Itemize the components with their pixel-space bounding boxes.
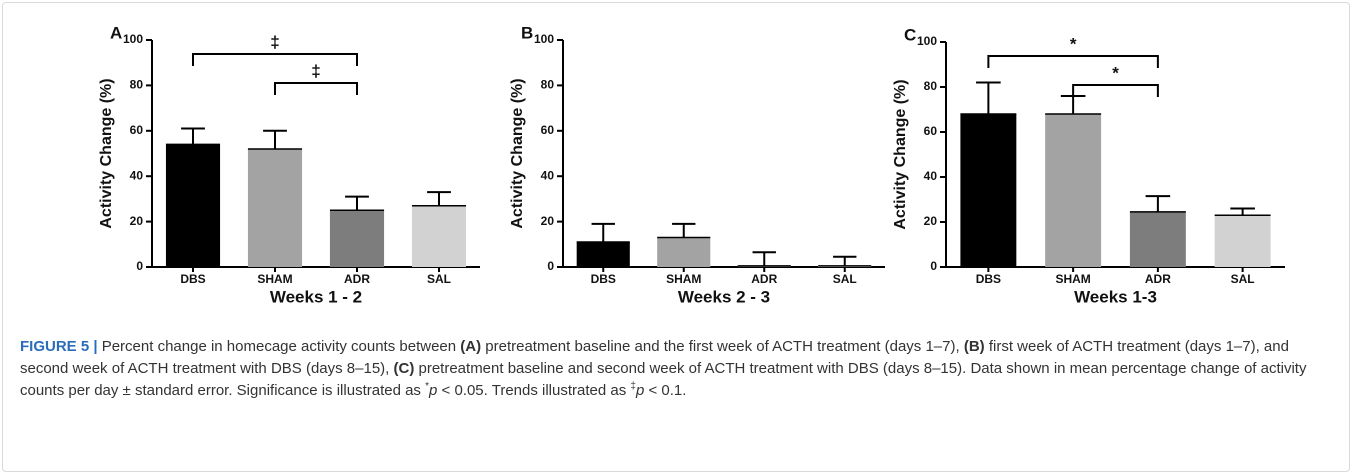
y-tick-label: 100 — [917, 34, 937, 48]
caption-text: first week of ACTH treatment (days 1–7),… — [20, 338, 1289, 377]
x-tick-label: ADR — [751, 272, 777, 286]
significance-bracket — [1072, 84, 1159, 97]
y-tick-label: 80 — [924, 79, 938, 93]
y-tick-label: 60 — [130, 123, 144, 137]
caption-italic: p — [635, 382, 645, 399]
significance-bracket — [192, 53, 358, 66]
x-tick-label: DBS — [180, 272, 205, 286]
x-axis-label: Weeks 1 - 2 — [270, 287, 362, 306]
x-tick-label: SAL — [833, 272, 857, 286]
y-axis-label: Activity Change (%) — [98, 78, 115, 228]
x-axis-label: Weeks 1-3 — [1074, 287, 1157, 306]
y-tick-label: 20 — [130, 214, 144, 228]
panel-label: C — [904, 25, 916, 44]
bar — [329, 210, 385, 267]
y-tick-label: 100 — [123, 32, 143, 46]
x-tick-label: ADR — [344, 272, 370, 286]
caption-italic: p — [429, 382, 438, 399]
y-tick-label: 80 — [130, 78, 144, 92]
y-tick-label: 80 — [541, 78, 555, 92]
y-tick-label: 60 — [924, 124, 938, 138]
significance-label: * — [1070, 34, 1077, 53]
bar — [411, 205, 467, 267]
y-tick-label: 60 — [541, 123, 555, 137]
chart-panel: C 0 20 40 60 80 100 Activity Change (%) Weeks 1-… — [892, 25, 1285, 306]
caption-panel-ref: (B) — [963, 338, 985, 355]
panel-label: B — [521, 23, 533, 42]
chart-panel: A 0 20 40 60 80 100 Activity Change (%) Weeks 1 … — [98, 23, 480, 306]
caption-panel-ref: (C) — [393, 360, 415, 377]
significance-label: ‡ — [311, 61, 320, 80]
y-tick-label: 40 — [130, 168, 144, 182]
significance-label: * — [1112, 63, 1119, 82]
caption-label: FIGURE 5 | — [20, 338, 98, 355]
x-tick-label: ADR — [1145, 272, 1171, 286]
significance-bracket — [274, 82, 358, 95]
bar — [960, 114, 1017, 267]
caption-text: < 0.05. Trends illustrated as — [437, 382, 631, 399]
chart-panel: B 0 20 40 60 80 100 Activity Change (%) Weeks 2 … — [509, 23, 885, 306]
y-tick-label: 0 — [930, 259, 937, 273]
y-tick-label: 40 — [541, 168, 555, 182]
x-tick-label: SHAM — [257, 272, 292, 286]
y-tick-label: 20 — [541, 214, 555, 228]
y-tick-label: 40 — [924, 169, 938, 183]
bar — [657, 237, 711, 267]
x-tick-label: DBS — [591, 272, 616, 286]
x-tick-label: SAL — [427, 272, 451, 286]
caption-text: pretreatment baseline and the first week… — [481, 338, 964, 355]
y-axis-label: Activity Change (%) — [509, 78, 526, 228]
x-axis-label: Weeks 2 - 3 — [678, 287, 770, 306]
caption-symbol: ‡ — [630, 381, 636, 392]
caption-panel-ref: (A) — [460, 338, 482, 355]
bar — [1045, 114, 1102, 267]
y-axis-label: Activity Change (%) — [892, 79, 909, 229]
caption-symbol: * — [425, 381, 430, 392]
y-tick-label: 0 — [136, 259, 143, 273]
caption-text: pretreatment baseline and second week of… — [20, 360, 1307, 399]
significance-label: ‡ — [270, 32, 279, 51]
x-tick-label: DBS — [976, 272, 1001, 286]
caption-text: < 0.1. — [644, 382, 687, 399]
significance-bracket — [987, 55, 1159, 68]
panel-label: A — [110, 23, 122, 42]
x-tick-label: SHAM — [666, 272, 701, 286]
figure: A 0 20 40 60 80 100 Activity Change (%) Weeks 1 … — [98, 23, 1285, 306]
x-tick-label: SAL — [1231, 272, 1255, 286]
bar — [247, 148, 303, 267]
y-tick-label: 0 — [547, 259, 554, 273]
caption-text: Percent change in homecage activity coun… — [97, 338, 461, 355]
x-tick-label: SHAM — [1055, 272, 1090, 286]
bar — [1214, 215, 1271, 267]
bar — [165, 144, 221, 267]
caption: FIGURE 5 | Percent change in homecage ac… — [20, 336, 1330, 402]
bar — [1129, 211, 1186, 267]
bar — [576, 242, 630, 267]
y-tick-label: 100 — [534, 32, 554, 46]
y-tick-label: 20 — [924, 214, 938, 228]
